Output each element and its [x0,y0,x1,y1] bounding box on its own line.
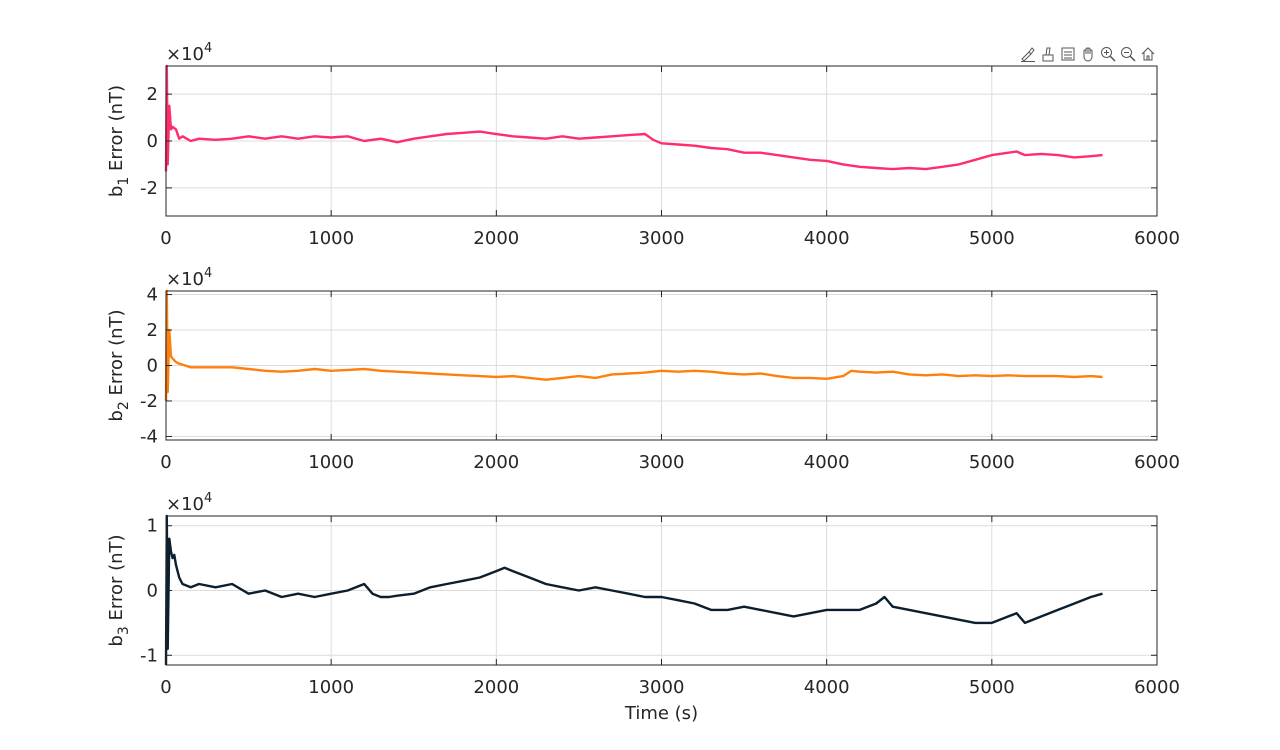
x-tick-label: 3000 [639,452,685,473]
x-tick-label: 0 [160,452,171,473]
subplot-1: 0 1000 2000 3000 4000 5000 6000 -2 0 2 ×104 b1 Erro… [106,41,1180,249]
x-tick-label: 4000 [804,452,850,473]
y-tick-label: 2 [147,320,158,341]
y-tick-label: 0 [147,581,158,602]
y-axis-label: b2 Error (nT) [106,309,132,421]
x-tick-label: 2000 [473,677,519,698]
x-tick-label: 6000 [1134,228,1180,249]
y-tick-label: -2 [140,178,158,199]
x-tick-label: 4000 [804,228,850,249]
axes-toolbar [1018,44,1157,64]
pan-icon[interactable] [1078,44,1097,63]
x-tick-label: 6000 [1134,452,1180,473]
x-tick-label: 4000 [804,677,850,698]
exponent-label: ×104 [166,41,212,65]
exponent-label: ×104 [166,266,212,290]
x-tick-label: 3000 [639,677,685,698]
x-tick-label: 3000 [639,228,685,249]
x-tick-label: 0 [160,228,171,249]
y-axis-label: b3 Error (nT) [106,534,132,646]
y-tick-label: 2 [147,84,158,105]
x-tick-label: 0 [160,677,171,698]
series-line-b1 [164,64,1103,172]
exponent-label: ×104 [166,491,212,515]
brush-icon[interactable] [1018,44,1037,63]
data-tip-icon[interactable] [1038,44,1057,63]
series-line-b2 [164,289,1103,402]
y-axis-label: b1 Error (nT) [106,85,132,197]
y-tick-label: 4 [147,285,158,306]
x-tick-label: 1000 [308,677,354,698]
x-axis-label: Time (s) [624,703,698,724]
x-tick-label: 2000 [473,452,519,473]
legend-toggle-icon[interactable] [1058,44,1077,63]
x-tick-label: 5000 [969,452,1015,473]
x-tick-label: 2000 [473,228,519,249]
y-tick-label: 0 [147,356,158,377]
home-icon[interactable] [1138,44,1157,63]
y-tick-label: 0 [147,131,158,152]
x-tick-label: 5000 [969,677,1015,698]
zoom-in-icon[interactable] [1098,44,1117,63]
subplot-2: 0 1000 2000 3000 4000 5000 6000 -4 -2 0 2 4 ×104 b2 E… [106,266,1180,473]
x-tick-label: 1000 [308,452,354,473]
y-tick-label: -1 [140,645,158,666]
series-line-b3 [164,514,1103,666]
y-tick-label: -4 [140,426,158,447]
x-tick-label: 1000 [308,228,354,249]
x-tick-label: 5000 [969,228,1015,249]
x-tick-label: 6000 [1134,677,1180,698]
zoom-out-icon[interactable] [1118,44,1137,63]
y-tick-label: -2 [140,391,158,412]
y-tick-label: 1 [147,516,158,537]
